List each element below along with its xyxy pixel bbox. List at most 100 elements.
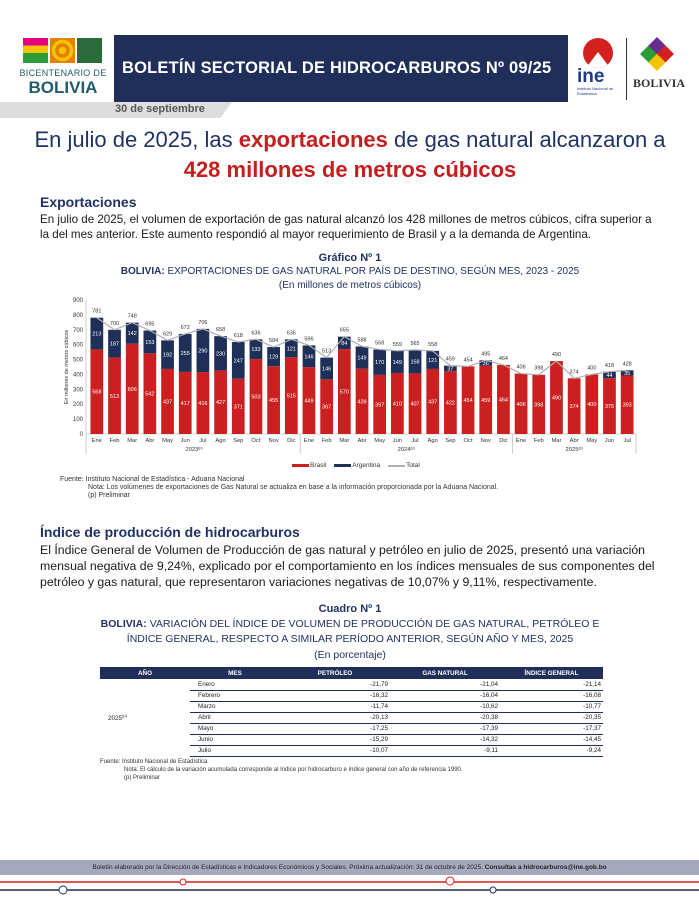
bar-brasil	[143, 353, 157, 434]
table-cell: -20,35	[500, 712, 603, 724]
bolivia-text: BOLIVIA	[28, 78, 98, 97]
total-label: 568	[375, 340, 384, 346]
x-tick-label: Ago	[215, 438, 225, 444]
section-heading-exportaciones: Exportaciones	[40, 194, 137, 210]
x-tick-label: Feb	[322, 438, 332, 444]
chart-note: Nota: Los volúmenes de exportaciones de …	[88, 484, 499, 491]
table-note: Nota: El cálculo de la variación acumula…	[124, 767, 463, 773]
x-tick-label: Jun	[181, 438, 190, 444]
bar-label-argentina: 247	[234, 358, 243, 364]
bar-brasil	[320, 379, 334, 434]
x-tick-label: Feb	[534, 438, 544, 444]
ine-logo: ine Instituto Nacional de Estadística	[577, 38, 619, 100]
bar-label-argentina: 35	[624, 371, 630, 377]
bar-argentina	[267, 347, 280, 367]
bar-argentina	[390, 350, 404, 373]
x-tick-label: Jun	[605, 438, 614, 444]
bar-brasil	[426, 368, 440, 434]
x-tick-label: Mar	[339, 438, 349, 444]
bar-label-argentina: 170	[375, 360, 384, 366]
bar-label-brasil: 439	[357, 399, 366, 405]
bar-label-argentina: 149	[393, 360, 402, 366]
bar-label-argentina: 149	[357, 356, 366, 362]
bar-brasil	[390, 372, 404, 434]
bar-brasil	[479, 365, 493, 434]
table-cell: -9,24	[500, 745, 603, 757]
bar-label-brasil: 449	[304, 399, 313, 405]
bar-argentina	[620, 370, 634, 376]
bar-brasil	[161, 368, 174, 434]
total-label: 398	[534, 366, 543, 372]
table-cell: -14,45	[500, 734, 603, 746]
x-tick-label: Oct	[464, 438, 473, 444]
total-label: 428	[623, 361, 632, 367]
total-label: 418	[605, 363, 614, 369]
footer-contact-link[interactable]: Consultas a hidrocarburos@ine.gob.bo	[484, 864, 607, 871]
section-heading-indice: Índice de producción de hidrocarburos	[40, 524, 300, 540]
bar-argentina	[302, 345, 316, 368]
bar-argentina	[320, 357, 334, 380]
table-row: Junio -15,29 -14,32 -14,45	[100, 734, 603, 746]
footer-chart-icon	[58, 885, 68, 895]
bar-label-argentina: 142	[128, 331, 137, 337]
chart-prelim: (p) Preliminar	[88, 492, 131, 499]
bar-brasil	[108, 357, 121, 434]
bar-label-argentina: 84	[341, 341, 347, 347]
table-row: 2025(p) Enero -21,79 -21,04 -21,14	[100, 679, 603, 722]
total-label: 658	[216, 327, 225, 333]
footer-text: Boletín elaborado por la Dirección de Es…	[92, 864, 485, 871]
x-tick-label: Jul	[623, 438, 630, 444]
table-cell: -17,39	[390, 723, 500, 735]
table-row: Marzo -11,74 -10,62 -10,77	[100, 701, 603, 713]
bar-argentina	[143, 330, 157, 354]
total-label: 588	[357, 337, 366, 343]
bar-label-argentina: 158	[410, 360, 419, 366]
bar-argentina	[284, 339, 298, 358]
legend-item: Argentina	[334, 462, 380, 469]
x-tick-label: Sep	[233, 438, 243, 444]
x-tick-label: May	[374, 438, 385, 444]
chart-label: Gráfico Nº 1	[318, 252, 382, 264]
x-tick-label: Jun	[393, 438, 402, 444]
total-label: 558	[428, 342, 437, 348]
estado-bolivia-seal: BOLIVIA	[626, 37, 685, 100]
total-label: 695	[145, 322, 154, 328]
bar-brasil	[461, 366, 475, 434]
bar-label-argentina: 133	[251, 347, 260, 353]
column-header: GAS NATURAL	[390, 667, 500, 679]
x-tick-label: Abr	[145, 438, 154, 444]
bar-label-brasil: 568	[92, 390, 101, 396]
total-label: 513	[322, 349, 331, 355]
bar-label-brasil: 490	[552, 396, 561, 402]
total-label: 629	[163, 331, 172, 337]
bar-label-brasil: 542	[145, 392, 154, 398]
x-tick-label: Feb	[110, 438, 120, 444]
bar-brasil	[585, 374, 599, 434]
legend-item: Brasil	[292, 462, 326, 469]
x-tick-label: Ene	[92, 438, 102, 444]
bar-argentina	[231, 341, 245, 379]
table-cell: Abril	[190, 712, 280, 724]
bar-argentina	[161, 340, 174, 369]
y-tick-label: 300	[73, 387, 84, 393]
table-subtitle: (En porcentaje)	[314, 649, 386, 661]
bar-label-brasil: 606	[128, 387, 137, 393]
year-cell: 2025(p)	[108, 712, 127, 723]
bar-label-brasil: 437	[428, 399, 437, 405]
x-tick-label: Mar	[127, 438, 137, 444]
chart-subtitle: (En millones de metros cúbicos)	[278, 280, 422, 291]
chart-legend: Brasil Argentina Total	[292, 462, 420, 469]
bar-label-brasil: 570	[340, 390, 349, 396]
bar-brasil	[125, 343, 139, 434]
bar-argentina	[479, 360, 493, 366]
bar-argentina	[108, 329, 121, 358]
total-label: 655	[340, 327, 349, 333]
table-cell: Febrero	[190, 690, 280, 702]
x-tick-label: Oct	[251, 438, 260, 444]
bar-brasil	[249, 359, 263, 434]
table-title: BOLIVIA: VARIACIÓN DEL ÍNDICE DE VOLUMEN…	[100, 618, 600, 645]
bar-label-argentina: 37	[447, 366, 453, 372]
x-tick-label: Ago	[428, 438, 438, 444]
table-cell: -10,07	[280, 745, 390, 757]
table-cell: -9,11	[390, 745, 500, 757]
